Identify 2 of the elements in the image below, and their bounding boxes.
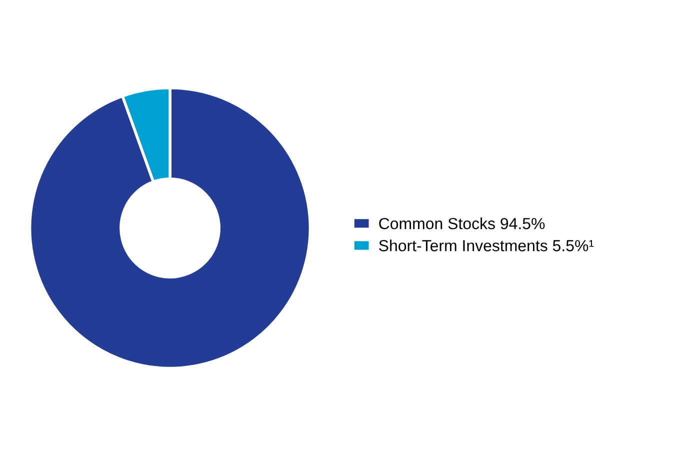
legend-label: Common Stocks 94.5% xyxy=(379,218,545,230)
legend-label: Short-Term Investments 5.5%¹ xyxy=(379,240,594,252)
